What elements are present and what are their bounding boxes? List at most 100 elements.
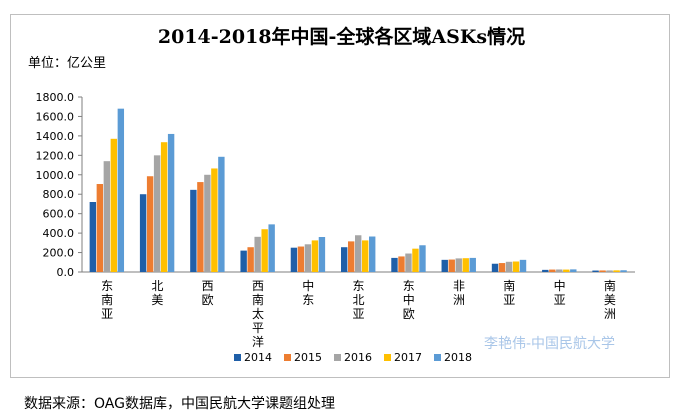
x-category-label: 北 <box>352 293 364 307</box>
x-category-label: 亚 <box>101 307 113 321</box>
bar-2018-中东 <box>318 237 326 272</box>
x-category-label: 平 <box>252 321 264 335</box>
y-tick-label: 1000.0 <box>36 169 75 182</box>
legend-label-2016: 2016 <box>344 351 372 364</box>
bar-2016-中东 <box>304 244 312 272</box>
bar-2014-非洲 <box>441 259 448 272</box>
y-tick-label: 800.0 <box>43 188 75 201</box>
x-category-label: 东 <box>403 279 415 293</box>
bar-2014-东中欧 <box>391 257 398 272</box>
y-tick-label: 0.0 <box>57 266 75 279</box>
x-category-label: 中 <box>554 278 566 293</box>
x-category-label: 洲 <box>453 293 465 307</box>
bar-2018-非洲 <box>469 257 476 272</box>
bar-2014-中东 <box>290 247 298 272</box>
bar-2017-西南太平洋 <box>261 229 268 272</box>
bar-2016-南亚 <box>505 261 513 272</box>
y-unit-label: 单位：亿公里 <box>28 56 107 71</box>
bar-2018-西欧 <box>218 156 225 272</box>
x-category-label: 亚 <box>503 293 515 307</box>
bar-2018-东中欧 <box>419 245 426 272</box>
bar-2018-中亚 <box>570 269 577 272</box>
bar-2017-南亚 <box>512 261 520 272</box>
y-tick-label: 1400.0 <box>36 130 75 143</box>
bar-2015-东中欧 <box>398 256 405 272</box>
x-category-label: 北 <box>151 279 163 293</box>
x-category-label: 非 <box>453 279 465 293</box>
bar-2017-南美洲 <box>613 270 620 272</box>
x-category-label: 欧 <box>403 307 415 321</box>
bar-2014-西欧 <box>190 189 197 272</box>
y-tick-label: 600.0 <box>43 208 75 221</box>
source-note: 数据来源：OAG数据库，中国民航大学课题组处理 <box>24 396 335 412</box>
x-category-label: 美 <box>604 293 616 307</box>
bar-2015-中亚 <box>549 269 556 272</box>
bar-2017-东北亚 <box>362 240 369 272</box>
bar-2018-南亚 <box>519 259 527 272</box>
bar-2015-东南亚 <box>96 184 104 272</box>
legend-swatch-2017 <box>384 354 391 361</box>
legend-label-2014: 2014 <box>244 351 272 364</box>
legend-swatch-2014 <box>234 354 241 361</box>
x-category-label: 南 <box>604 278 616 293</box>
x-category-label: 太 <box>252 306 264 321</box>
bar-2016-非洲 <box>455 258 462 272</box>
bar-2016-南美洲 <box>606 270 613 272</box>
x-category-label: 西 <box>202 279 214 293</box>
bar-2017-西欧 <box>211 168 218 272</box>
x-category-label: 亚 <box>554 293 566 307</box>
x-category-label: 东 <box>101 279 113 293</box>
bar-2017-东中欧 <box>412 248 419 272</box>
bar-2017-非洲 <box>462 258 469 272</box>
y-tick-label: 400.0 <box>43 227 75 240</box>
bar-2015-中东 <box>297 246 305 272</box>
bar-2015-南亚 <box>498 263 506 272</box>
bar-2016-中亚 <box>556 269 563 272</box>
chart-title: 2014-2018年中国-全球各区域ASKs情况 <box>157 26 526 48</box>
y-tick-label: 1600.0 <box>36 110 75 123</box>
x-category-label: 中 <box>302 278 314 293</box>
bar-2016-西欧 <box>204 174 211 272</box>
bar-2014-西南太平洋 <box>240 250 247 272</box>
bar-2017-东南亚 <box>110 138 118 272</box>
bar-2017-中亚 <box>563 269 570 272</box>
legend-label-2017: 2017 <box>394 351 422 364</box>
bar-2015-东北亚 <box>348 241 355 272</box>
bar-2018-东南亚 <box>117 108 125 273</box>
bar-2016-北美 <box>153 155 161 272</box>
x-category-label: 中 <box>403 292 415 307</box>
bar-2014-东北亚 <box>341 247 348 272</box>
bar-2018-南美洲 <box>620 270 627 272</box>
bar-2017-北美 <box>160 142 168 272</box>
x-category-label: 南 <box>503 278 515 293</box>
bar-2014-北美 <box>139 194 147 272</box>
bar-2014-南亚 <box>491 263 499 272</box>
bar-2015-西南太平洋 <box>247 247 254 272</box>
y-tick-label: 200.0 <box>43 247 75 260</box>
bar-2015-西欧 <box>197 182 204 272</box>
y-tick-label: 1200.0 <box>36 149 75 162</box>
bar-2015-北美 <box>146 176 154 272</box>
bar-2018-东北亚 <box>369 236 376 272</box>
legend-swatch-2016 <box>334 354 341 361</box>
x-category-label: 亚 <box>352 307 364 321</box>
legend-swatch-2015 <box>284 354 291 361</box>
bar-2015-南美洲 <box>599 270 606 272</box>
watermark: 李艳伟-中国民航大学 <box>484 336 616 352</box>
x-category-label: 美 <box>151 293 163 307</box>
x-category-label: 洲 <box>604 307 616 321</box>
bar-2014-东南亚 <box>89 202 97 272</box>
bar-2016-西南太平洋 <box>254 236 261 272</box>
bar-2014-南美洲 <box>592 270 599 272</box>
x-category-label: 洋 <box>252 334 264 349</box>
legend-label-2015: 2015 <box>294 351 322 364</box>
bar-2014-中亚 <box>542 269 549 272</box>
bar-2016-东中欧 <box>405 253 412 272</box>
y-tick-label: 1800.0 <box>36 91 75 104</box>
bar-2018-西南太平洋 <box>268 224 275 272</box>
legend-label-2018: 2018 <box>444 351 472 364</box>
x-category-label: 欧 <box>202 293 214 307</box>
bar-2015-非洲 <box>448 259 455 272</box>
x-category-label: 东 <box>302 293 314 307</box>
